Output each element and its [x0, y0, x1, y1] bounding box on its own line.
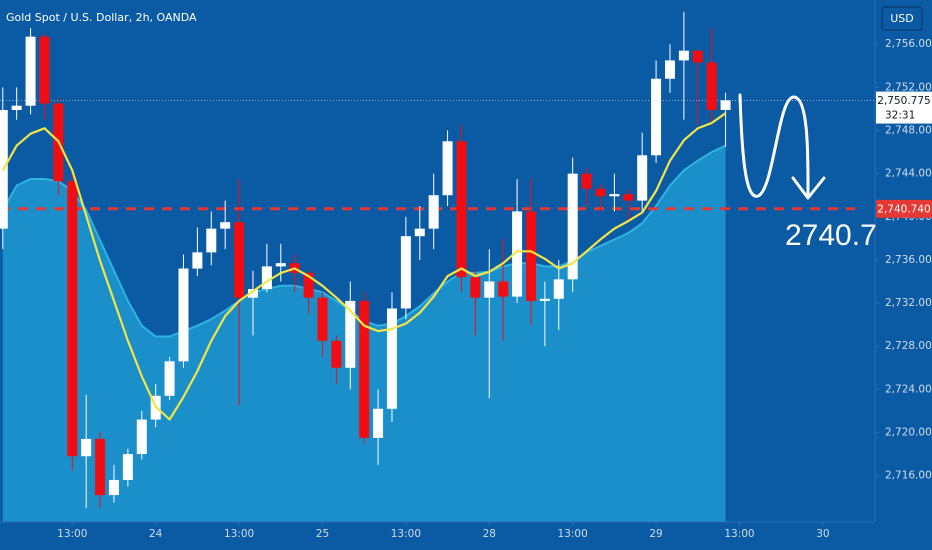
- candle-body: [400, 236, 411, 309]
- y-tick-label: 2,756.000: [885, 38, 932, 50]
- candle-body: [609, 194, 620, 197]
- candle-body: [192, 252, 203, 269]
- candle-body: [122, 454, 133, 480]
- y-tick-label: 2,744.000: [885, 168, 932, 180]
- candle-body: [706, 62, 717, 111]
- candle-body: [95, 438, 106, 496]
- candle-body: [67, 181, 78, 457]
- candle-body: [539, 298, 550, 301]
- x-tick-label: 29: [649, 528, 662, 540]
- candle-body: [623, 194, 634, 201]
- level-tag: [876, 199, 932, 218]
- candle-body: [247, 289, 258, 298]
- x-tick-label: 13:00: [724, 528, 754, 540]
- candle-body: [581, 173, 592, 189]
- candle-body: [651, 78, 662, 156]
- y-tick-label: 2,720.000: [885, 426, 932, 438]
- candle-body: [553, 279, 564, 299]
- candle-body: [234, 222, 245, 298]
- x-tick-label: 28: [483, 528, 496, 540]
- y-tick-label: 2,728.000: [885, 340, 932, 352]
- candle-body: [25, 36, 36, 106]
- candle-body: [720, 100, 731, 111]
- level-tag-label: 2,740.740: [877, 203, 930, 215]
- candle-body: [136, 419, 147, 455]
- candle-body: [11, 105, 22, 111]
- y-tick-label: 2,752.000: [885, 81, 932, 93]
- candle-body: [81, 438, 92, 457]
- y-tick-label: 2,724.000: [885, 383, 932, 395]
- candle-body: [345, 300, 356, 368]
- candle-body: [692, 50, 703, 63]
- x-tick-label: 13:00: [391, 528, 421, 540]
- candle-body: [498, 281, 509, 297]
- candle-body: [512, 211, 523, 297]
- candle-body: [525, 211, 536, 301]
- forecast-arrow: [738, 93, 810, 198]
- x-tick-label: 13:00: [57, 528, 87, 540]
- last-price-label: 2,750.775: [877, 95, 930, 107]
- candle-body: [317, 297, 328, 341]
- candle-body: [484, 281, 495, 298]
- x-tick-label: 25: [316, 528, 329, 540]
- candle-body: [414, 228, 425, 237]
- annotation: 2740.7: [785, 219, 877, 252]
- candle-body: [373, 408, 384, 438]
- y-tick-label: 2,716.000: [885, 470, 932, 482]
- candle-body: [164, 361, 175, 396]
- candle-body: [303, 272, 314, 298]
- moving-average: [1, 112, 727, 421]
- currency-button[interactable]: [881, 6, 923, 31]
- candle-body: [428, 195, 439, 229]
- x-tick-label: 24: [149, 528, 163, 540]
- candle-body: [470, 277, 481, 298]
- candle-body: [178, 268, 189, 362]
- candle-body: [456, 141, 467, 278]
- countdown-label: 32:31: [885, 110, 915, 122]
- candle-body: [39, 36, 50, 104]
- candle-body: [637, 155, 648, 201]
- candle-body: [220, 222, 231, 229]
- y-tick-label: 2,732.000: [885, 297, 932, 309]
- y-tick-label: 2,748.000: [885, 125, 932, 137]
- candle-body: [664, 60, 675, 79]
- candle-body: [275, 263, 286, 267]
- candle-body: [108, 479, 119, 496]
- x-tick-label: 13:00: [224, 528, 254, 540]
- chart-title: Gold Spot / U.S. Dollar, 2h, OANDA: [6, 11, 197, 24]
- candle-body: [567, 173, 578, 280]
- currency-label[interactable]: USD: [890, 12, 914, 25]
- x-tick-label: 13:00: [558, 528, 588, 540]
- x-tick-label: 30: [816, 528, 829, 540]
- candle-body: [386, 308, 397, 409]
- candle-body: [359, 300, 370, 438]
- candle-body: [595, 188, 606, 197]
- plot-area: [0, 11, 875, 522]
- candle-body: [442, 141, 453, 196]
- y-tick-label: 2,736.000: [885, 254, 932, 266]
- candle-body: [261, 266, 272, 290]
- candle-body: [331, 340, 342, 368]
- candle-body: [678, 50, 689, 61]
- candle-body: [206, 228, 217, 253]
- arrow-head: [791, 176, 826, 200]
- last-price-tag: [876, 91, 932, 124]
